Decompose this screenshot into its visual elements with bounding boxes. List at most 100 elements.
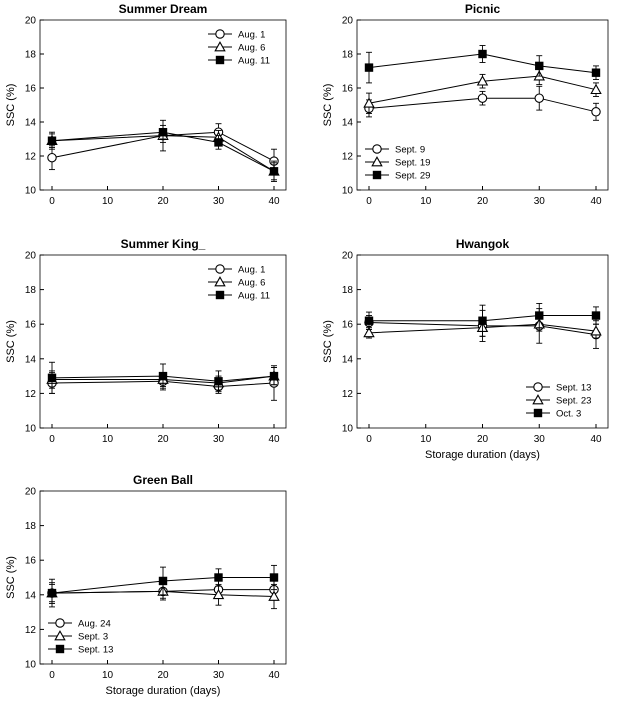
legend-label: Oct. 3 [556, 409, 581, 420]
legend-label: Aug. 11 [238, 56, 270, 67]
y-tick-label: 18 [25, 50, 37, 61]
data-point [269, 371, 279, 381]
legend-marker [214, 276, 226, 287]
legend-label: Aug. 11 [238, 291, 270, 302]
x-tick-label: 30 [213, 434, 225, 445]
series-square [364, 45, 601, 84]
legend-label: Aug. 1 [238, 30, 265, 41]
series-line [369, 315, 596, 322]
y-tick-label: 16 [25, 320, 37, 331]
x-tick-label: 40 [268, 670, 280, 681]
x-tick-label: 30 [213, 196, 225, 207]
series-line [51, 131, 275, 172]
y-axis-label: SSC (%) [5, 84, 17, 127]
legend-marker [372, 144, 382, 154]
series-square [47, 124, 279, 182]
data-point [591, 311, 601, 320]
series-triangle [363, 316, 602, 339]
legend-marker [215, 264, 225, 274]
data-point [158, 371, 168, 381]
y-tick-label: 10 [25, 424, 37, 435]
legend-label: Aug. 1 [238, 265, 265, 276]
y-tick-label: 12 [25, 389, 37, 400]
legend-marker [533, 382, 543, 392]
series-line [368, 323, 597, 334]
data-point [478, 316, 487, 325]
y-tick-label: 16 [25, 84, 37, 95]
series-line [51, 577, 274, 594]
data-point [478, 49, 487, 59]
x-tick-label: 40 [590, 196, 602, 207]
y-tick-label: 16 [342, 320, 354, 331]
data-point [212, 588, 225, 600]
y-tick-label: 12 [25, 625, 37, 636]
y-tick-label: 16 [25, 556, 37, 567]
y-tick-label: 10 [342, 424, 354, 435]
data-point [364, 63, 374, 72]
legend-marker [532, 394, 544, 405]
y-tick-label: 16 [342, 84, 354, 95]
series-line [368, 53, 597, 74]
legend-marker [372, 170, 382, 180]
y-axis-label: SSC (%) [322, 84, 334, 127]
data-point [535, 61, 544, 71]
legend-label: Sept. 29 [395, 171, 430, 182]
x-tick-label: 10 [420, 434, 432, 445]
legend-label: Aug. 24 [78, 619, 111, 630]
data-point [534, 93, 544, 103]
series-line [51, 375, 275, 382]
data-point [535, 311, 544, 320]
x-tick-label: 10 [102, 196, 114, 207]
x-tick-label: 20 [477, 434, 489, 445]
series-triangle [363, 67, 602, 114]
data-point [268, 590, 280, 601]
y-tick-label: 12 [342, 152, 354, 163]
x-tick-label: 0 [49, 196, 55, 207]
x-tick-label: 20 [477, 196, 489, 207]
x-tick-label: 40 [268, 196, 280, 207]
legend-label: Sept. 23 [556, 396, 591, 407]
data-point [476, 75, 489, 86]
chart-panel: Green Ball 10 12 14 16 18 20 0 10 20 30 40 SSC (%) St… [5, 473, 287, 697]
legend-marker [215, 55, 225, 65]
data-point [269, 573, 279, 582]
series-circle [364, 85, 601, 121]
y-tick-label: 10 [342, 186, 354, 197]
series-line [52, 375, 275, 384]
chart-panel: Picnic 10 12 14 16 18 20 0 10 20 30 40 SSC (%) Sept. … [322, 2, 609, 207]
y-tick-label: 18 [342, 285, 354, 296]
x-tick-label: 40 [590, 434, 602, 445]
x-tick-label: 10 [102, 434, 114, 445]
legend: Aug. 24 Sept. 3 Sept. 13 [48, 618, 113, 656]
y-tick-label: 18 [25, 285, 37, 296]
chart-panel: Summer Dream 10 12 14 16 18 20 0 10 20 30 40 SSC (%)… [5, 2, 287, 207]
series-line [368, 75, 597, 104]
series-square [47, 564, 279, 608]
data-point [363, 326, 375, 338]
y-tick-label: 20 [25, 16, 37, 27]
chart-title: Hwangok [456, 237, 510, 251]
chart-title: Summer King_ [121, 237, 206, 251]
chart-title: Green Ball [133, 473, 193, 487]
x-tick-label: 20 [157, 670, 169, 681]
legend-label: Sept. 19 [395, 158, 430, 169]
data-point [158, 576, 168, 586]
legend: Sept. 9 Sept. 19 Sept. 29 [365, 144, 430, 182]
x-tick-label: 20 [157, 196, 169, 207]
x-tick-label: 0 [366, 196, 372, 207]
x-tick-label: 10 [102, 670, 114, 681]
y-tick-label: 10 [25, 660, 37, 671]
legend-label: Sept. 9 [395, 145, 425, 156]
y-tick-label: 18 [25, 521, 37, 532]
series-line [51, 590, 275, 598]
legend-marker [214, 41, 226, 52]
x-tick-label: 40 [268, 434, 280, 445]
data-point [591, 68, 601, 77]
legend-marker [54, 630, 66, 641]
legend-label: Aug. 6 [238, 43, 265, 54]
legend-label: Aug. 6 [238, 278, 265, 289]
y-tick-label: 14 [342, 118, 354, 129]
data-point [269, 167, 279, 176]
legend: Aug. 1 Aug. 6 Aug. 11 [208, 264, 270, 302]
